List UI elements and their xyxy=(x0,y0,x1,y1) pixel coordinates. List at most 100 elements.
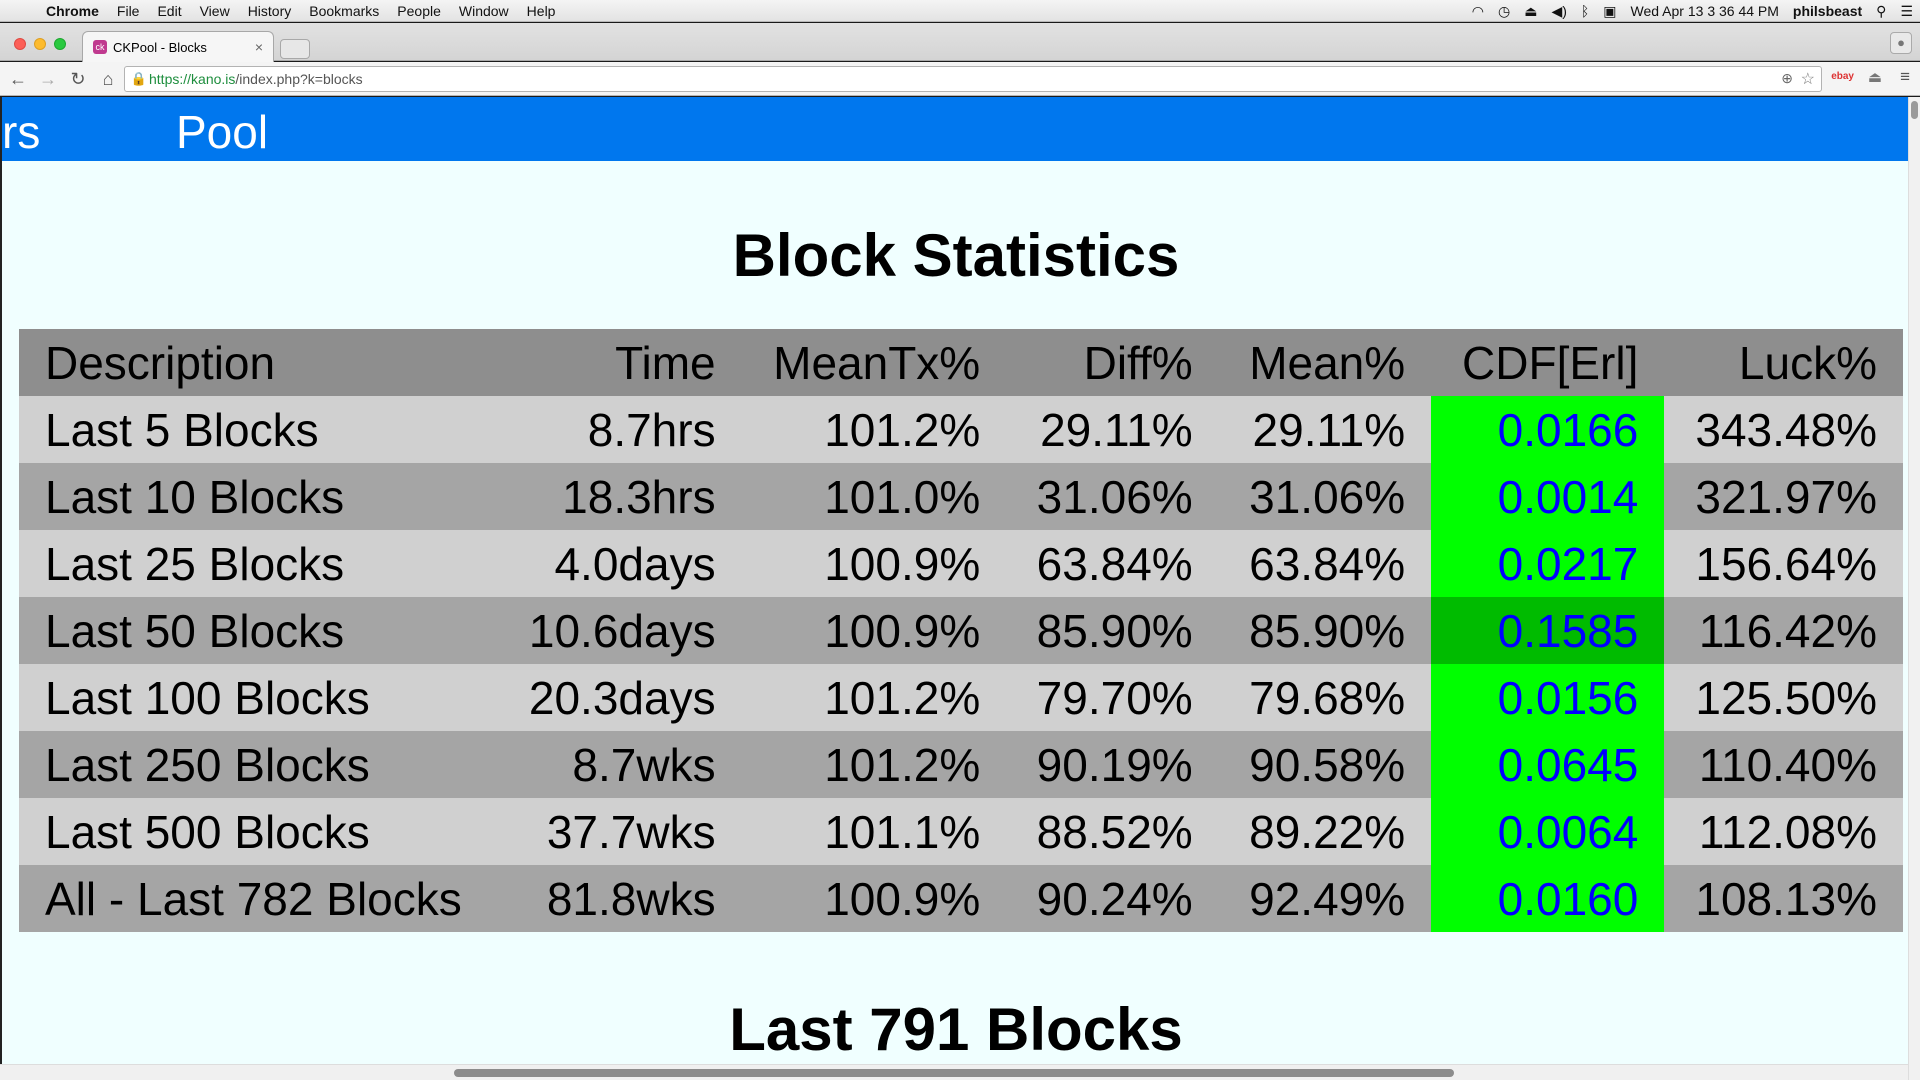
time-machine-icon[interactable]: ◷ xyxy=(1498,2,1511,19)
cell-cdf: 0.0156 xyxy=(1431,664,1665,731)
reload-icon[interactable]: ↻ xyxy=(70,68,86,89)
vertical-scroll-thumb[interactable] xyxy=(1911,101,1918,119)
cell-diff: 79.70% xyxy=(1006,664,1219,731)
bookmark-star-icon[interactable]: ☆ xyxy=(1800,71,1815,88)
status-area: ◠ ◷ ⏏ ◀) ᛒ ▣ Wed Apr 13 3 36 44 PM phils… xyxy=(1465,0,1920,22)
window-minimize-button[interactable] xyxy=(34,38,46,50)
table-row: Last 50 Blocks 10.6days 100.9% 85.90% 85.90%… xyxy=(19,597,1903,664)
cell-description: Last 25 Blocks xyxy=(19,530,498,597)
table-row: Last 250 Blocks 8.7wks 101.2% 90.19% 90.58% 0… xyxy=(19,731,1903,798)
menu-view[interactable]: View xyxy=(199,2,230,19)
col-header-meantx: MeanTx% xyxy=(741,329,1007,396)
eject-icon[interactable]: ⏏ xyxy=(1524,2,1538,19)
menu-bookmarks[interactable]: Bookmarks xyxy=(309,2,380,19)
cell-cdf: 0.0166 xyxy=(1431,396,1665,463)
table-row: Last 25 Blocks 4.0days 100.9% 63.84% 63.84% 0… xyxy=(19,530,1903,597)
menu-help[interactable]: Help xyxy=(526,2,556,19)
cell-time: 20.3days xyxy=(497,664,742,731)
back-icon[interactable]: ← xyxy=(9,68,27,89)
ebay-extension-icon[interactable]: ebay xyxy=(1831,71,1854,82)
profile-icon[interactable]: ● xyxy=(1890,32,1912,54)
forward-icon[interactable]: → xyxy=(39,68,57,89)
cell-meantx: 101.2% xyxy=(741,664,1007,731)
volume-icon[interactable]: ◀) xyxy=(1551,2,1567,19)
cell-description: Last 500 Blocks xyxy=(19,798,498,865)
cell-time: 10.6days xyxy=(497,597,742,664)
zoom-icon[interactable]: ⊕ xyxy=(1781,70,1793,86)
bluetooth-icon[interactable]: ᛒ xyxy=(1580,3,1590,19)
menu-edit[interactable]: Edit xyxy=(157,2,182,19)
url-path: /index.php?k=blocks xyxy=(235,71,363,87)
cell-meantx: 100.9% xyxy=(741,530,1007,597)
lock-icon[interactable]: 🔒 xyxy=(130,71,148,86)
clock[interactable]: Wed Apr 13 3 36 44 PM xyxy=(1630,3,1779,19)
cell-time: 8.7wks xyxy=(497,731,742,798)
table-row: All - Last 782 Blocks 81.8wks 100.9% 90.24%… xyxy=(19,865,1903,932)
address-bar[interactable]: 🔒 https:// kano.is /index.php?k=blocks ⊕… xyxy=(124,66,1822,92)
display-icon[interactable]: ▣ xyxy=(1603,2,1617,19)
cell-cdf: 0.0160 xyxy=(1431,865,1665,932)
tab-title: CKPool - Blocks xyxy=(113,39,207,55)
cell-diff: 90.24% xyxy=(1006,865,1219,932)
tab-close-icon[interactable]: × xyxy=(254,39,263,55)
nav-item-partial[interactable]: rs xyxy=(2,106,41,158)
notification-center-icon[interactable]: ☰ xyxy=(1900,2,1913,19)
menu-history[interactable]: History xyxy=(247,2,292,19)
cell-meantx: 101.2% xyxy=(741,731,1007,798)
page-title: Block Statistics xyxy=(732,222,1180,289)
menu-file[interactable]: File xyxy=(116,2,140,19)
cell-mean: 90.58% xyxy=(1218,731,1432,798)
cell-mean: 79.68% xyxy=(1218,664,1432,731)
cell-diff: 88.52% xyxy=(1006,798,1219,865)
cell-description: Last 10 Blocks xyxy=(19,463,498,530)
cell-meantx: 101.2% xyxy=(741,396,1007,463)
menu-app-chrome[interactable]: Chrome xyxy=(46,2,99,19)
table-row: Last 10 Blocks 18.3hrs 101.0% 31.06% 31.06% 0… xyxy=(19,463,1903,530)
cell-time: 8.7hrs xyxy=(497,396,742,463)
spotlight-search-icon[interactable]: ⚲ xyxy=(1876,2,1887,19)
extension-icon[interactable]: ⏏ xyxy=(1867,69,1882,86)
col-header-mean: Mean% xyxy=(1218,329,1432,396)
cell-diff: 29.11% xyxy=(1006,396,1219,463)
chrome-menu-icon[interactable]: ≡ xyxy=(1900,67,1910,86)
table-header-row: Description Time MeanTx% Diff% Mean% CDF… xyxy=(19,329,1903,396)
browser-tab-active[interactable]: ck CKPool - Blocks × xyxy=(82,31,274,62)
cell-meantx: 100.9% xyxy=(741,597,1007,664)
macos-menu-bar: Chrome File Edit View History Bookmarks … xyxy=(0,0,1920,22)
cell-mean: 31.06% xyxy=(1218,463,1432,530)
window-close-button[interactable] xyxy=(14,38,26,50)
col-header-description: Description xyxy=(19,329,498,396)
cell-diff: 63.84% xyxy=(1006,530,1219,597)
cell-diff: 90.19% xyxy=(1006,731,1219,798)
wifi-icon[interactable]: ◠ xyxy=(1471,2,1484,19)
browser-toolbar: ← → ↻ ⌂ 🔒 https:// kano.is /index.php?k=… xyxy=(0,62,1920,96)
cell-description: Last 5 Blocks xyxy=(19,396,498,463)
menu-window[interactable]: Window xyxy=(458,2,509,19)
url-scheme: https:// xyxy=(149,71,192,87)
col-header-cdf: CDF[Erl] xyxy=(1431,329,1665,396)
cell-cdf: 0.0064 xyxy=(1431,798,1665,865)
cell-luck: 156.64% xyxy=(1664,530,1903,597)
vertical-scrollbar[interactable] xyxy=(1908,97,1920,1080)
nav-item-pool[interactable]: Pool xyxy=(176,106,269,158)
horizontal-scroll-thumb[interactable] xyxy=(454,1069,1454,1077)
user-name[interactable]: philsbeast xyxy=(1792,3,1863,19)
new-tab-button[interactable] xyxy=(280,39,310,59)
col-header-diff: Diff% xyxy=(1006,329,1219,396)
cell-meantx: 101.0% xyxy=(741,463,1007,530)
home-icon[interactable]: ⌂ xyxy=(102,68,114,89)
cell-luck: 112.08% xyxy=(1664,798,1903,865)
window-zoom-button[interactable] xyxy=(54,38,66,50)
cell-time: 4.0days xyxy=(497,530,742,597)
cell-mean: 85.90% xyxy=(1218,597,1432,664)
cell-luck: 321.97% xyxy=(1664,463,1903,530)
cell-meantx: 100.9% xyxy=(741,865,1007,932)
ckpool-favicon-icon: ck xyxy=(93,40,107,54)
cell-mean: 92.49% xyxy=(1218,865,1432,932)
table-row: Last 100 Blocks 20.3days 101.2% 79.70% 79.68… xyxy=(19,664,1903,731)
page-viewport: rs Pool Block Statistics Description Tim… xyxy=(0,97,1908,1080)
menu-people[interactable]: People xyxy=(397,2,441,19)
cell-time: 81.8wks xyxy=(497,865,742,932)
cell-description: Last 100 Blocks xyxy=(19,664,498,731)
cell-luck: 110.40% xyxy=(1664,731,1903,798)
